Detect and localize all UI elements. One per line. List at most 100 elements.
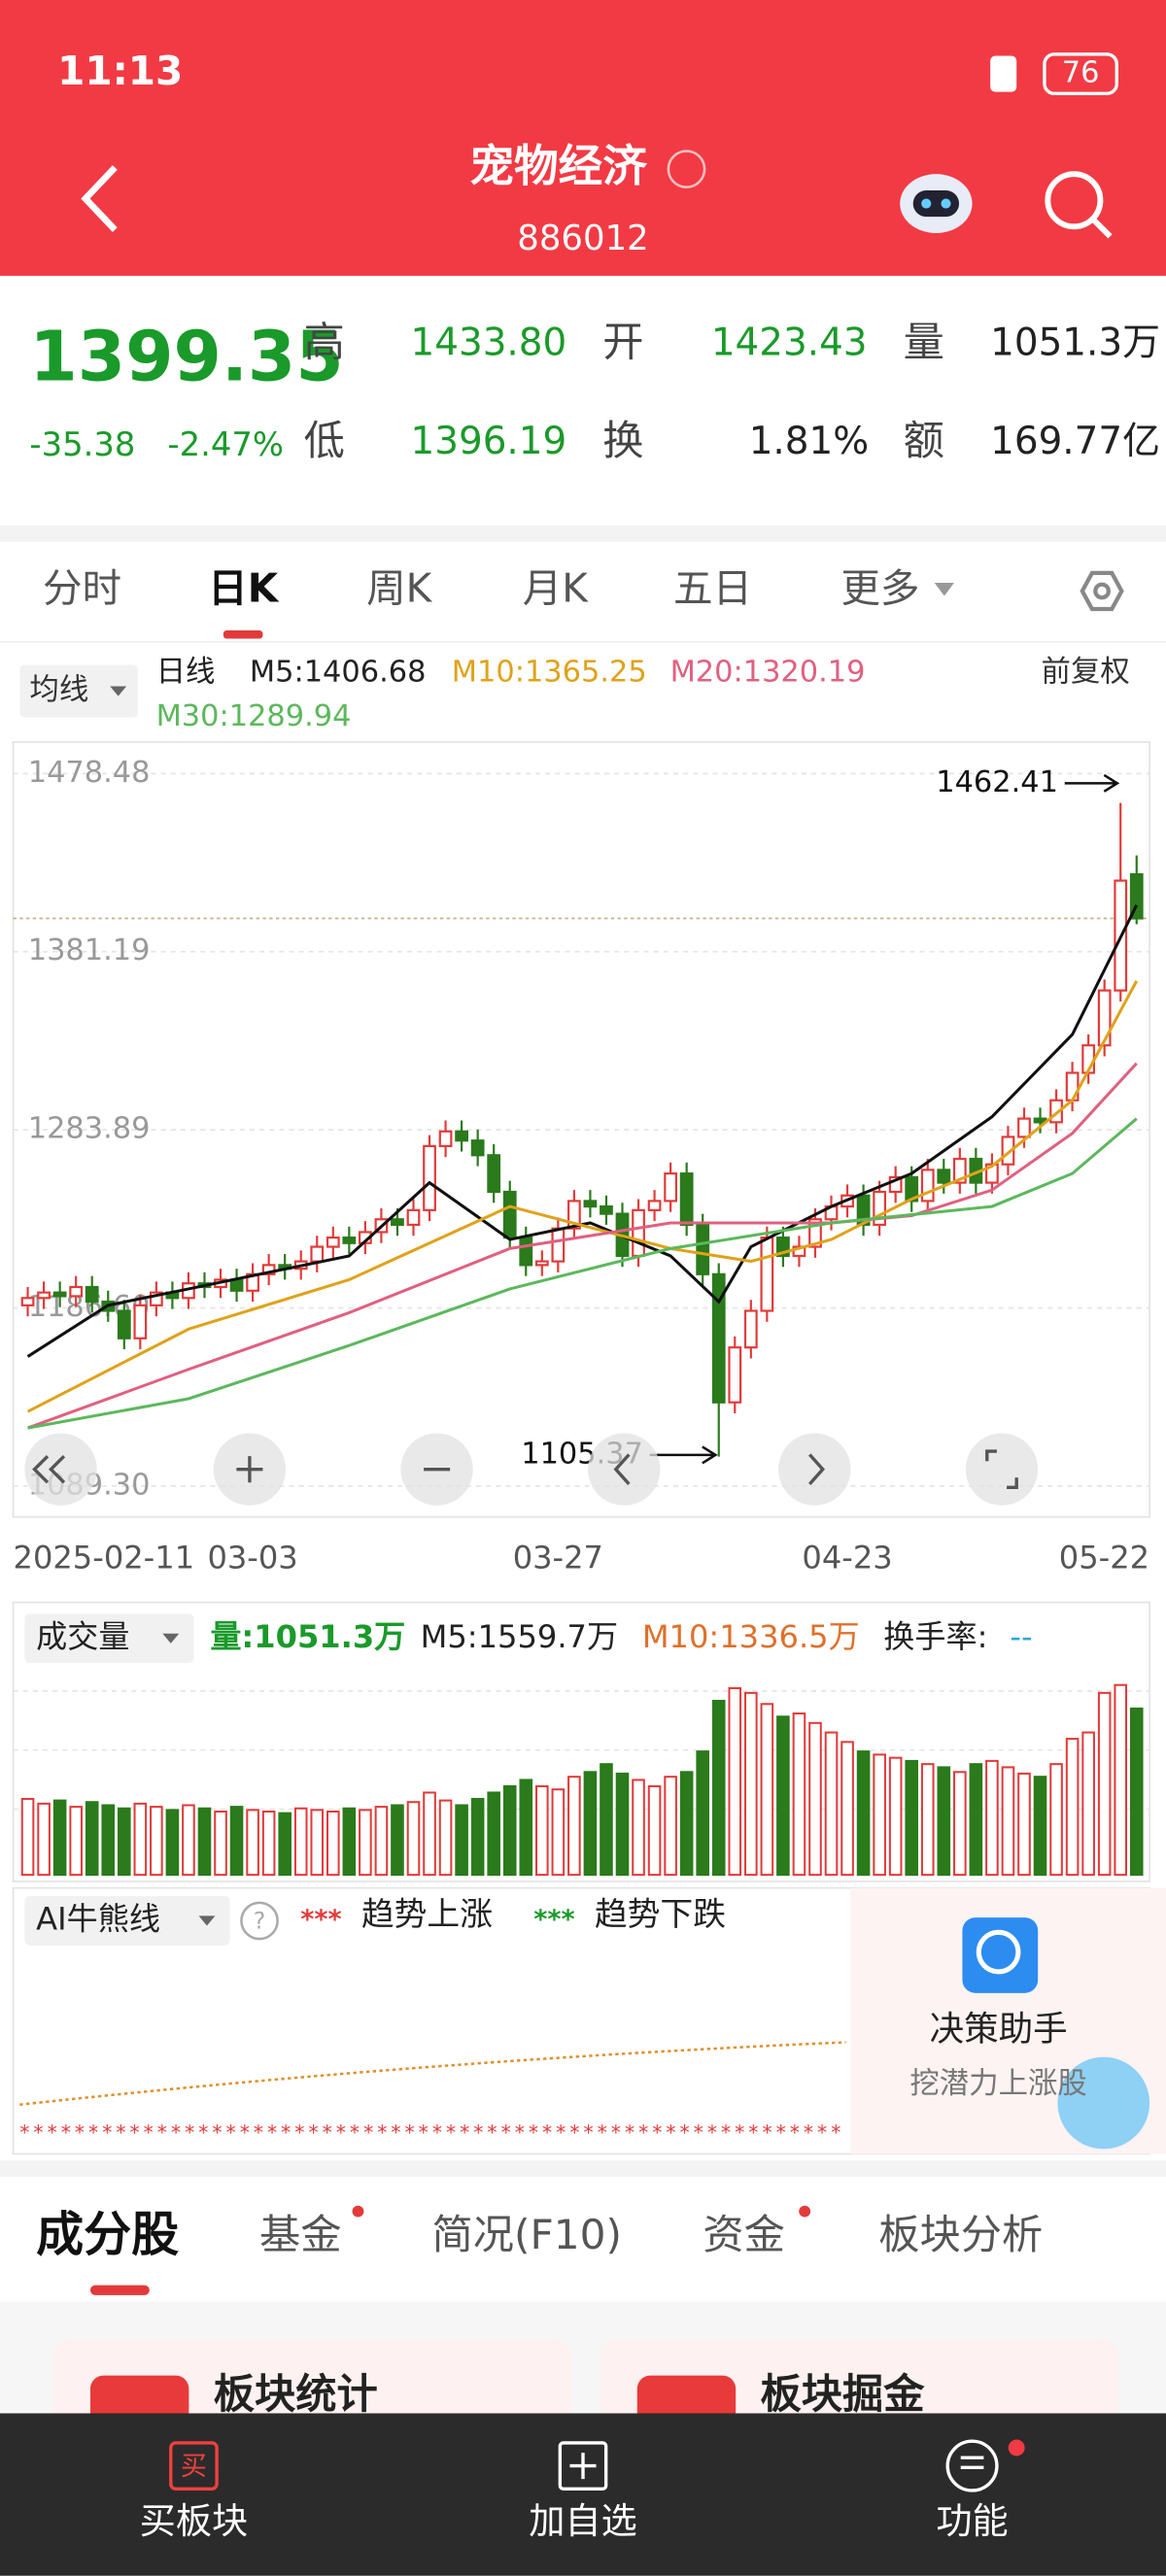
volume-bar — [615, 1772, 630, 1877]
candle-body — [133, 1304, 148, 1339]
quote-value: 169.77亿 — [990, 420, 1160, 463]
chart-control-glyph — [985, 1449, 1018, 1489]
nav-label[interactable]: 买板块 — [140, 2499, 249, 2542]
bottom-nav — [0, 2413, 1166, 2576]
volume-bar — [502, 1784, 517, 1877]
section-tab[interactable]: 板块分析 — [878, 2211, 1043, 2258]
period-tab[interactable]: 日K — [208, 564, 280, 611]
chart-control[interactable] — [965, 1433, 1039, 1506]
candle-body — [760, 1237, 774, 1312]
volume-bar — [1114, 1683, 1128, 1877]
volume-bar — [133, 1802, 148, 1877]
period-tab[interactable]: 更多 — [840, 564, 919, 611]
volume-bar — [69, 1806, 83, 1877]
volume-bar — [985, 1759, 999, 1877]
section-tab[interactable]: 成分股 — [36, 2207, 179, 2262]
status-time: 11:13 — [57, 48, 183, 94]
candle-body — [711, 1272, 726, 1404]
period-tab[interactable]: 分时 — [43, 564, 121, 611]
quote-label: 额 — [904, 417, 944, 464]
candle-body — [888, 1175, 903, 1194]
period-tab[interactable]: 周K — [366, 564, 433, 611]
volume-bar — [969, 1763, 983, 1877]
volume-selector[interactable]: 成交量 — [36, 1618, 129, 1655]
candle-body — [534, 1260, 549, 1267]
candle-body — [952, 1157, 967, 1184]
buy-icon-frame[interactable] — [169, 2441, 219, 2491]
volume-bar — [647, 1784, 662, 1877]
volume-bar — [455, 1804, 468, 1877]
candle-body — [470, 1139, 485, 1157]
volume-bar — [1065, 1738, 1080, 1877]
ai-selector[interactable]: AI牛熊线 — [36, 1900, 160, 1937]
candle-body — [149, 1291, 163, 1306]
candle-body — [664, 1172, 678, 1203]
y-tick-label: 1283.89 — [28, 1112, 151, 1146]
volume-bar — [165, 1809, 180, 1877]
volume-bar — [1001, 1766, 1015, 1877]
back-button[interactable] — [81, 165, 118, 232]
ma-legend: M10:1365.25 — [452, 655, 647, 689]
volume-bar — [1049, 1763, 1063, 1877]
chart-control[interactable] — [588, 1433, 661, 1506]
volume-bar — [278, 1812, 292, 1877]
volume-bar — [391, 1804, 404, 1877]
volume-bar — [1129, 1707, 1144, 1877]
candle-body — [808, 1218, 822, 1248]
volume-bar — [937, 1766, 951, 1877]
volume-bar — [600, 1763, 613, 1877]
help-icon[interactable] — [240, 1901, 279, 1941]
chart-control[interactable] — [24, 1433, 97, 1506]
add-icon-glyph — [569, 2453, 597, 2480]
add-icon[interactable] — [558, 2441, 608, 2491]
nav-label[interactable]: 功能 — [936, 2499, 1008, 2542]
settings-icon[interactable] — [1080, 570, 1124, 612]
menu-icon[interactable] — [945, 2439, 999, 2492]
chart-control-glyph — [32, 1454, 66, 1484]
ma-line — [27, 1062, 1138, 1430]
divider — [0, 2160, 1166, 2178]
period-tab[interactable]: 五日 — [673, 564, 752, 611]
candle-body — [391, 1218, 404, 1227]
info-icon[interactable] — [667, 150, 706, 188]
trend-up-label: 趋势上涨 — [361, 1895, 493, 1933]
assistant-title[interactable]: 决策助手 — [930, 2010, 1068, 2050]
last-price: 1399.35 — [29, 316, 343, 396]
volume-bar — [535, 1784, 549, 1877]
volume-bar — [52, 1799, 67, 1877]
candle-body — [1097, 989, 1112, 1047]
bulb-button[interactable] — [1057, 2056, 1150, 2150]
quote-label: 开 — [602, 318, 643, 365]
candle-body — [117, 1309, 131, 1339]
section-tab[interactable]: 资金 — [703, 2211, 785, 2258]
trend-marker: *** — [533, 1905, 574, 1935]
assistant-subtitle[interactable]: 挖潜力上涨股 — [909, 2067, 1086, 2101]
candle-body — [873, 1190, 887, 1227]
nav-label[interactable]: 加自选 — [529, 2499, 637, 2542]
chart-control-glyph — [807, 1453, 826, 1486]
adjust-label[interactable]: 前复权 — [1042, 655, 1130, 689]
volume-bar — [728, 1686, 742, 1877]
period-tab[interactable]: 月K — [523, 564, 590, 611]
volume-bar — [664, 1776, 677, 1877]
volume-bar — [214, 1810, 227, 1877]
robot-icon[interactable] — [900, 174, 973, 234]
status-icons — [990, 52, 1118, 96]
ma-line — [26, 980, 1139, 1413]
ai-selector-bg[interactable] — [24, 1896, 230, 1946]
ma-selector-bg[interactable] — [19, 664, 138, 718]
search-icon[interactable] — [1045, 171, 1113, 239]
volume-bar — [261, 1810, 276, 1877]
candle-body — [1017, 1117, 1031, 1138]
chart-control[interactable] — [778, 1433, 851, 1506]
section-tab[interactable]: 简况(F10) — [432, 2211, 623, 2258]
x-tick-label: 03-27 — [513, 1540, 603, 1576]
chart-control-glyph — [236, 1456, 263, 1483]
volume-selector-bg[interactable] — [24, 1613, 194, 1664]
candle-body — [487, 1154, 501, 1194]
section-tab[interactable]: 基金 — [259, 2211, 342, 2258]
ma-selector[interactable]: 均线 — [29, 673, 88, 707]
section-indicator — [89, 2285, 150, 2295]
volume-bar — [1081, 1731, 1095, 1877]
